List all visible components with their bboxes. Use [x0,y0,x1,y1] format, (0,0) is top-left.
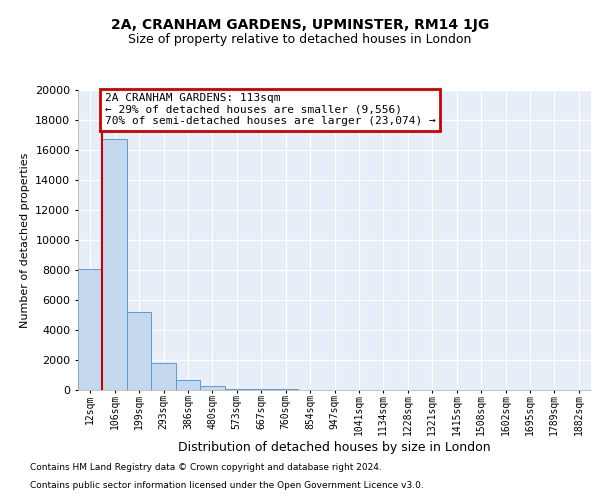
X-axis label: Distribution of detached houses by size in London: Distribution of detached houses by size … [178,441,491,454]
Bar [249,389,274,390]
Text: 2A CRANHAM GARDENS: 113sqm
← 29% of detached houses are smaller (9,556)
70% of s: 2A CRANHAM GARDENS: 113sqm ← 29% of deta… [105,93,436,126]
Text: Contains public sector information licensed under the Open Government Licence v3: Contains public sector information licen… [30,481,424,490]
Text: Contains HM Land Registry data © Crown copyright and database right 2024.: Contains HM Land Registry data © Crown c… [30,464,382,472]
Bar [103,140,127,390]
Bar [224,388,249,390]
Bar [127,312,151,390]
Text: 2A, CRANHAM GARDENS, UPMINSTER, RM14 1JG: 2A, CRANHAM GARDENS, UPMINSTER, RM14 1JG [111,18,489,32]
Bar [151,363,176,390]
Bar [176,380,200,390]
Bar [200,386,224,390]
Y-axis label: Number of detached properties: Number of detached properties [20,152,29,328]
Text: Size of property relative to detached houses in London: Size of property relative to detached ho… [128,32,472,46]
Bar [78,268,103,390]
